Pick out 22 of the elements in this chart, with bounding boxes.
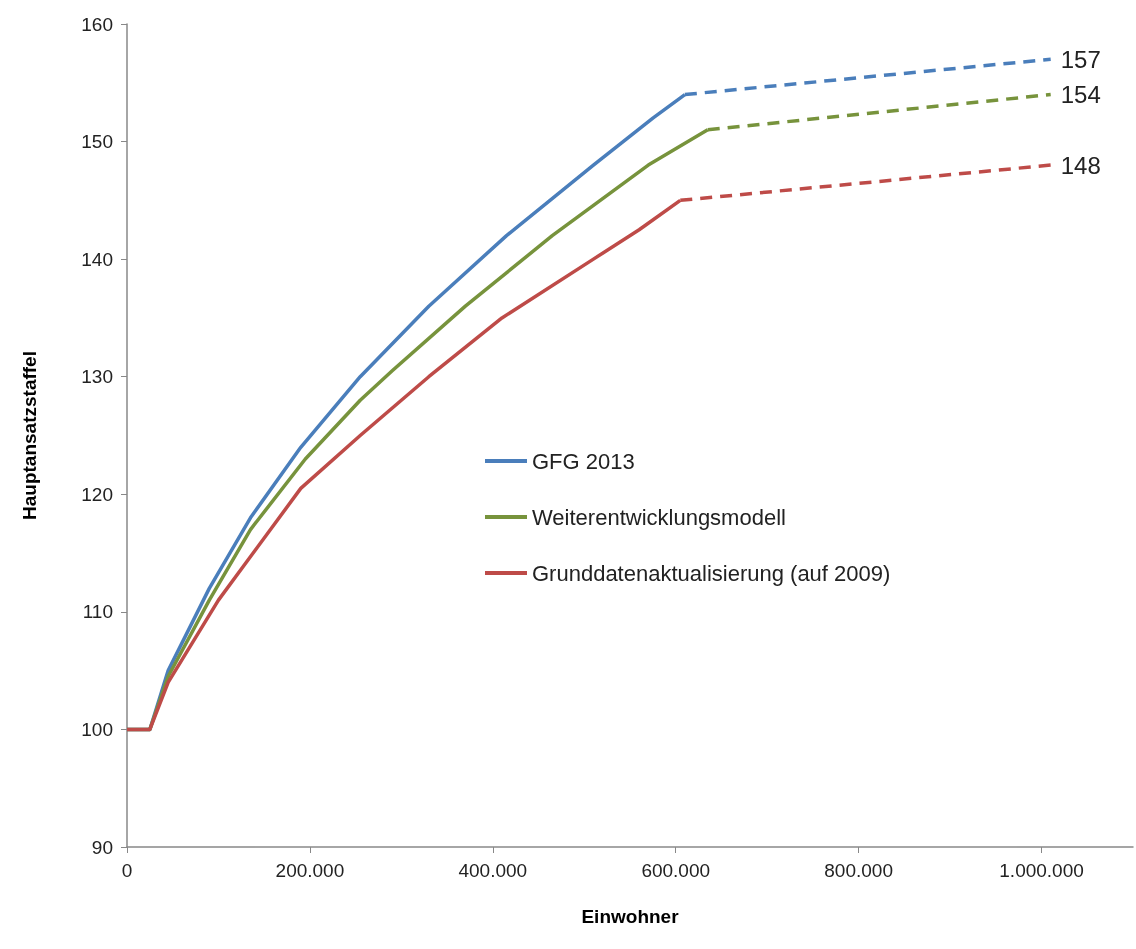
y-tick-label: 140 bbox=[81, 248, 113, 270]
y-tick-label: 110 bbox=[82, 601, 113, 623]
data-label: 148 bbox=[1060, 151, 1101, 179]
x-tick-label: 400.000 bbox=[458, 860, 528, 881]
y-tick-label: 120 bbox=[81, 483, 113, 505]
x-tick-label: 600.000 bbox=[641, 860, 711, 881]
legend-label: Grunddatenaktualisierung (auf 2009) bbox=[532, 560, 891, 586]
legend-label: GFG 2013 bbox=[532, 448, 635, 474]
y-tick-label: 90 bbox=[91, 836, 113, 858]
x-tick-label: 1.000.000 bbox=[999, 860, 1084, 881]
x-axis-title: Einwohner bbox=[581, 906, 680, 927]
data-label: 154 bbox=[1060, 81, 1101, 109]
y-axis-title: Hauptansatzstaffel bbox=[19, 351, 40, 520]
x-tick-label: 800.000 bbox=[824, 860, 893, 881]
legend-label: Weiterentwicklungsmodell bbox=[532, 504, 786, 530]
y-tick-label: 100 bbox=[81, 718, 113, 740]
data-label: 157 bbox=[1060, 45, 1101, 73]
x-tick-label: 200.000 bbox=[275, 860, 345, 881]
y-tick-label: 130 bbox=[81, 366, 113, 388]
y-tick-label: 160 bbox=[81, 13, 113, 35]
x-tick-label: 0 bbox=[121, 860, 133, 881]
y-tick-label: 150 bbox=[81, 131, 113, 153]
